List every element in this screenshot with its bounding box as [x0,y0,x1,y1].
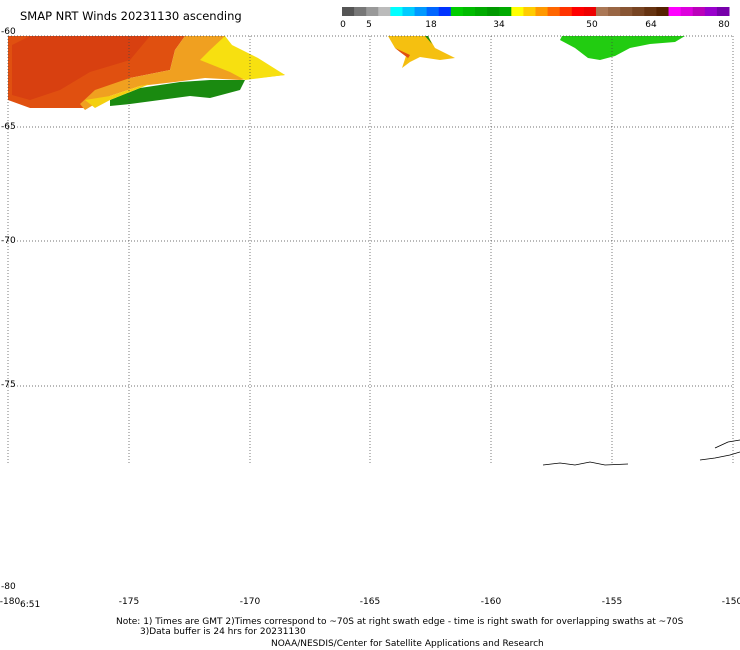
colorbar-segment [378,7,391,16]
map-title: SMAP NRT Winds 20231130 ascending [20,9,242,23]
colorbar-segment [680,7,694,16]
colorbar-segment [499,7,512,16]
longitude-label: -160 [480,597,502,607]
note-line-1: Note: 1) Times are GMT 2)Times correspon… [116,617,684,627]
colorbar-segment [620,7,633,16]
colorbar-tick-label: 5 [366,20,372,30]
note-line-2: 3)Data buffer is 24 hrs for 20231130 [140,627,306,637]
colorbar-segment [438,7,452,16]
colorbar-segment [366,7,379,16]
colorbar-segment [450,7,464,16]
longitude-label: -170 [239,597,261,607]
latitude-label: -80 [1,582,16,592]
longitude-label: -165 [359,597,381,607]
colorbar-segment [644,7,657,16]
latitude-label: -70 [1,236,16,246]
colorbar-segment [692,7,706,16]
colorbar-segment [535,7,549,16]
wind-speed-colorbar [342,7,730,16]
longitude-label: -155 [601,597,623,607]
colorbar-segment [414,7,428,16]
colorbar-segment [608,7,621,16]
colorbar-segment [342,7,355,16]
colorbar-segment [426,7,440,16]
colorbar-segment [571,7,585,16]
colorbar-tick-label: 0 [340,20,346,30]
colorbar-tick-label: 34 [493,20,505,30]
colorbar-segment [523,7,536,16]
coastline [542,439,740,466]
colorbar-segment [595,7,609,16]
colorbar-segment [704,7,718,16]
colorbar-segment [668,7,682,16]
wind-swath-east [560,36,685,60]
wind-swath-west [8,36,285,110]
longitude-label: -150 [721,597,740,607]
colorbar-segment [547,7,561,16]
longitude-label: -175 [118,597,140,607]
note-line-3: NOAA/NESDIS/Center for Satellite Applica… [271,639,544,649]
colorbar-segment [402,7,416,16]
lat-lon-grid [7,35,734,465]
colorbar-segment [354,7,367,16]
colorbar-segment [487,7,500,16]
colorbar-segment [475,7,488,16]
colorbar-segment [583,7,597,16]
time-label: 6:51 [20,600,41,610]
colorbar-segment [462,7,476,16]
colorbar-segment [716,7,730,16]
colorbar-tick-label: 64 [645,20,657,30]
colorbar-segment [656,7,670,16]
colorbar-segment [559,7,573,16]
latitude-label: -75 [1,380,16,390]
wind-swath-center [388,36,455,68]
colorbar-tick-label: 18 [425,20,437,30]
colorbar-segment [632,7,645,16]
colorbar-segment [511,7,524,16]
colorbar-tick-label: 80 [718,20,730,30]
latitude-label: -60 [1,27,16,37]
colorbar-tick-label: 50 [586,20,598,30]
longitude-label: -180 [0,597,21,607]
latitude-label: -65 [1,122,16,132]
colorbar-segment [390,7,403,16]
